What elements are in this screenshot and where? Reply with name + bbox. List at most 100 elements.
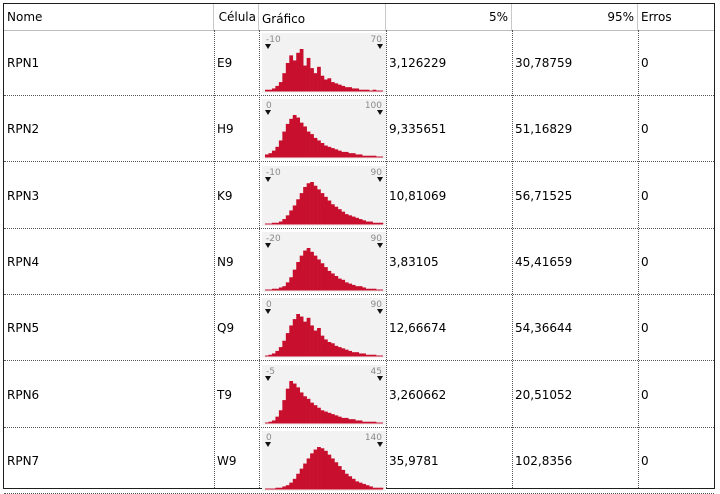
table-row[interactable]: RPN6 T9 -5 45 3,260662 20,51052 0 — [4, 362, 714, 428]
left-percentile-marker-icon[interactable] — [265, 441, 271, 447]
histogram-bar — [313, 138, 318, 158]
right-percentile-marker-icon[interactable] — [377, 110, 383, 116]
histogram-bar — [306, 458, 311, 489]
histogram-bar — [337, 465, 342, 489]
histogram-bar — [296, 261, 301, 290]
histogram-bar — [310, 134, 314, 158]
histogram-bar — [282, 399, 287, 423]
histogram-svg: -10 90 — [265, 168, 384, 225]
table-row[interactable]: RPN5 Q9 0 90 12,66674 54,36644 0 — [4, 295, 714, 362]
distribution-chart[interactable]: -10 90 — [262, 165, 386, 226]
histogram-bar — [313, 73, 318, 91]
table-header: Nome Célula Gráfico 5% 95% Erros — [4, 4, 714, 31]
histogram-bar — [351, 88, 356, 91]
right-percentile-marker-icon[interactable] — [377, 242, 383, 248]
column-divider — [386, 30, 387, 488]
histogram-bar — [320, 263, 325, 290]
histogram-bars — [265, 446, 384, 490]
histogram-bar — [324, 79, 328, 91]
histogram-bar — [296, 386, 301, 423]
right-percentile-marker-icon[interactable] — [377, 176, 383, 182]
table-row[interactable]: RPN7 W9 0 140 35,9781 102,8356 0 — [4, 428, 714, 494]
histogram-svg: 0 100 — [265, 101, 383, 158]
header-nome[interactable]: Nome — [4, 4, 214, 30]
histogram-bar — [327, 270, 332, 290]
histogram-bar — [292, 115, 297, 158]
histogram-bar — [292, 60, 297, 91]
header-erros[interactable]: Erros — [641, 10, 672, 24]
histogram-bar — [348, 351, 353, 357]
distribution-chart[interactable]: -10 70 — [262, 33, 386, 93]
cell-p5: 9,335651 — [389, 122, 447, 137]
header-p95[interactable]: 95% — [512, 4, 638, 30]
histogram-bar — [351, 418, 356, 423]
left-percentile-marker-icon[interactable] — [265, 176, 271, 182]
table-row[interactable]: RPN2 H9 0 100 9,335651 51,16829 0 — [4, 96, 714, 163]
histogram-svg: -20 90 — [265, 234, 383, 291]
left-percentile-marker-icon[interactable] — [265, 242, 271, 248]
histogram-bar — [296, 52, 301, 91]
histogram-bar — [289, 277, 294, 290]
histogram-bar — [334, 83, 339, 91]
histogram-bar — [278, 487, 283, 489]
histogram-bar — [317, 66, 321, 91]
cell-nome: RPN5 — [7, 321, 40, 336]
histogram-bar — [362, 89, 366, 91]
histogram-bar — [358, 353, 363, 357]
histogram-bar — [268, 354, 273, 357]
histogram-bar — [282, 218, 287, 224]
histogram-bar — [310, 68, 314, 91]
histogram-bar — [355, 481, 360, 489]
row-separator — [4, 492, 714, 494]
histogram-bar — [320, 448, 325, 489]
histogram-bar — [278, 221, 283, 224]
histogram-bar — [289, 325, 294, 357]
right-percentile-marker-icon[interactable] — [377, 44, 383, 49]
right-percentile-marker-icon[interactable] — [377, 309, 383, 315]
histogram-bar — [369, 486, 373, 489]
header-grafico[interactable]: Gráfico — [259, 4, 386, 30]
histogram-bar — [310, 251, 314, 290]
histogram-bar — [296, 198, 301, 224]
table-row[interactable]: RPN3 K9 -10 90 10,81069 56,71525 0 — [4, 163, 714, 229]
distribution-chart[interactable]: -20 90 — [262, 231, 386, 292]
left-percentile-marker-icon[interactable] — [265, 44, 271, 49]
histogram-bar — [289, 380, 294, 423]
histogram-bar — [317, 328, 321, 357]
histogram-bar — [365, 354, 370, 357]
left-percentile-marker-icon[interactable] — [265, 110, 271, 116]
column-divider — [259, 30, 260, 488]
histogram-bar — [299, 122, 304, 158]
table-row[interactable]: RPN1 E9 -10 70 3,126229 30,78759 0 — [4, 30, 714, 96]
left-percentile-marker-icon[interactable] — [265, 309, 271, 315]
distribution-chart[interactable]: 0 100 — [262, 99, 386, 160]
cell-p5: 3,83105 — [389, 254, 439, 269]
histogram-bar — [292, 269, 297, 290]
histogram-bar — [344, 473, 349, 489]
histogram-bar — [306, 182, 311, 224]
cell-erros: 0 — [641, 453, 649, 468]
histogram-bar — [355, 217, 360, 224]
table-row[interactable]: RPN4 N9 -20 90 3,83105 45,41659 0 — [4, 229, 714, 295]
histogram-bar — [334, 206, 339, 224]
histogram-bar — [324, 266, 328, 290]
cell-nome: RPN3 — [7, 188, 40, 203]
simulation-results-table: Nome Célula Gráfico 5% 95% Erros RPN1 E9… — [3, 3, 715, 494]
header-p5[interactable]: 5% — [386, 4, 512, 30]
histogram-bar — [285, 214, 290, 224]
distribution-chart[interactable]: 0 140 — [262, 430, 386, 491]
histogram-bar — [348, 153, 353, 158]
row-separator — [4, 161, 714, 163]
cell-p95: 20,51052 — [515, 387, 573, 402]
left-percentile-marker-icon[interactable] — [265, 375, 271, 381]
histogram-bar — [282, 286, 287, 290]
histogram-bar — [317, 259, 321, 290]
histogram-bar — [344, 152, 349, 158]
histogram-svg: 0 90 — [265, 300, 383, 357]
right-percentile-marker-icon[interactable] — [377, 441, 383, 447]
distribution-chart[interactable]: 0 90 — [262, 298, 386, 359]
distribution-chart[interactable]: -5 45 — [262, 364, 386, 425]
header-celula[interactable]: Célula — [214, 4, 259, 30]
right-percentile-marker-icon[interactable] — [377, 375, 383, 381]
histogram-bar — [337, 84, 342, 91]
